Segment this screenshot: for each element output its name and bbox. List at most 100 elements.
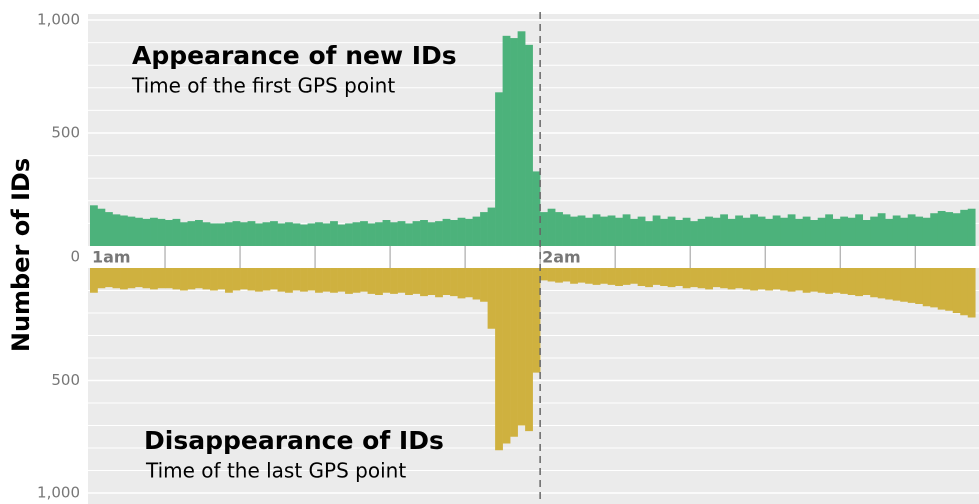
bar (180, 268, 188, 291)
bar (187, 268, 196, 290)
bar (892, 268, 901, 301)
bar (937, 268, 946, 310)
bar (480, 212, 488, 246)
bar (382, 268, 391, 293)
bar (540, 212, 548, 246)
bar (157, 268, 166, 289)
bar (675, 268, 683, 286)
bar (435, 268, 443, 298)
bar (600, 268, 608, 284)
bar (345, 268, 353, 294)
bar (877, 268, 886, 299)
bar (142, 218, 151, 246)
bar (945, 268, 954, 311)
bar (487, 268, 496, 329)
bar (547, 268, 556, 282)
bar (112, 214, 121, 246)
bar (577, 268, 586, 283)
bar (442, 218, 451, 246)
bar (765, 218, 773, 246)
bar (390, 268, 398, 294)
bar (285, 268, 293, 293)
bar (412, 268, 421, 294)
bar (240, 222, 248, 246)
bar (187, 221, 196, 246)
bar (877, 213, 886, 246)
y-tick-label: 1,000 (37, 484, 80, 502)
bar (645, 268, 653, 288)
bar (262, 268, 271, 291)
bar (915, 216, 924, 246)
y-axis-label: Number of IDs (7, 158, 35, 352)
bar (120, 215, 128, 246)
bar (907, 268, 916, 303)
bar (270, 221, 278, 246)
bar (967, 268, 976, 318)
bar (375, 222, 383, 246)
bar (667, 216, 676, 246)
bar (352, 268, 361, 293)
bar (210, 223, 218, 246)
bar (727, 268, 736, 290)
bar (870, 268, 879, 298)
bar (525, 268, 533, 432)
bar (225, 222, 233, 246)
bar (817, 217, 826, 246)
bar (390, 222, 398, 246)
bar (232, 268, 241, 291)
bar (195, 220, 203, 246)
bar (517, 31, 526, 246)
bar (847, 268, 856, 295)
bar (435, 221, 443, 246)
annotation-subtitle: Time of the last GPS point (145, 459, 406, 483)
bar (900, 217, 909, 246)
bar (810, 268, 819, 292)
bar (795, 268, 804, 291)
bar (255, 223, 263, 246)
bar (450, 268, 458, 297)
bar (660, 268, 668, 286)
bar (382, 220, 391, 246)
bar (150, 268, 158, 290)
bar (652, 268, 661, 285)
bar (532, 171, 541, 246)
bar (307, 223, 316, 246)
bar (532, 268, 541, 373)
bar (330, 268, 338, 293)
bar (705, 216, 713, 246)
bar (577, 215, 586, 246)
bar (660, 218, 668, 246)
bar (217, 223, 226, 246)
bar (330, 221, 338, 246)
bar (255, 268, 263, 292)
bar (907, 214, 916, 246)
bar (270, 268, 278, 290)
bar (495, 92, 503, 246)
bar (97, 208, 106, 246)
bar (142, 268, 151, 289)
bar (510, 38, 518, 246)
bar (240, 268, 248, 290)
bar (472, 216, 481, 246)
bar (585, 268, 593, 284)
bar (855, 214, 864, 246)
bar (952, 213, 961, 246)
bar (960, 209, 969, 246)
bar (735, 268, 743, 289)
bar (555, 212, 563, 246)
grid (88, 19, 979, 494)
bar (135, 217, 143, 246)
bar (127, 216, 136, 246)
bar (465, 268, 473, 298)
bar (570, 268, 578, 284)
bar (705, 268, 713, 290)
bar (195, 268, 203, 289)
bar (525, 44, 533, 246)
bar (637, 268, 646, 286)
bar (285, 222, 293, 246)
x-tick-label: 1am (92, 248, 131, 267)
bar (502, 35, 511, 246)
bar (832, 218, 841, 246)
bar (645, 221, 653, 246)
